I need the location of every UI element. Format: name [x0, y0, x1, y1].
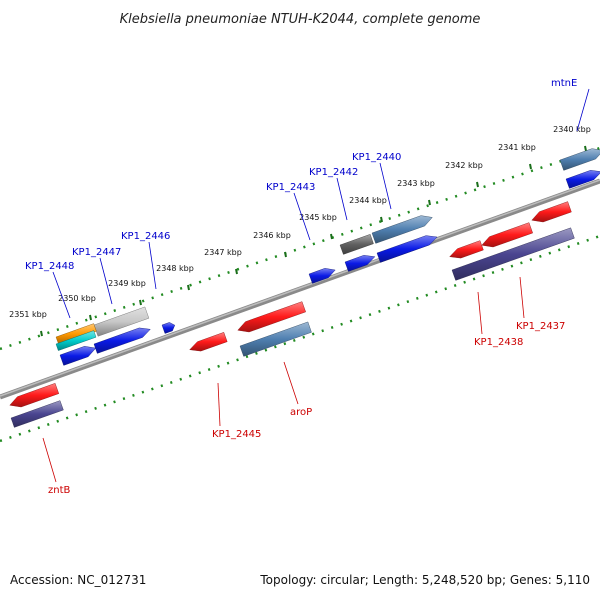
gene-label-mtne[interactable]: mtnE — [551, 78, 577, 89]
leader-line — [379, 162, 392, 210]
gene-label-kp1-2437[interactable]: KP1_2437 — [516, 321, 565, 332]
gene-KP1_2437[interactable] — [449, 240, 484, 259]
gene-zntB[interactable] — [9, 383, 60, 408]
leader-line — [293, 192, 311, 241]
genome-backbone — [0, 178, 600, 400]
kbp-tick-mark — [428, 199, 431, 206]
gene-forward[interactable] — [376, 235, 438, 263]
kbp-tick-label: 2348 kbp — [156, 264, 194, 273]
kbp-tick-label: 2342 kbp — [445, 161, 483, 170]
gene-label-kp1-2443[interactable]: KP1_2443 — [266, 182, 315, 193]
kbp-tick-label: 2341 kbp — [498, 143, 536, 152]
gene-aroP[interactable] — [237, 301, 306, 333]
leader-line — [52, 271, 71, 319]
gene-zntB-purple[interactable] — [10, 400, 64, 428]
gene-label-kp1-2447[interactable]: KP1_2447 — [72, 247, 121, 258]
gene-forward[interactable] — [59, 346, 97, 366]
kbp-tick-label: 2350 kbp — [58, 294, 96, 303]
gene-forward[interactable] — [344, 255, 376, 272]
kbp-tick-mark — [284, 251, 287, 258]
leader-line — [283, 361, 299, 405]
gene-label-kp1-2445[interactable]: KP1_2445 — [212, 429, 261, 440]
leader-line — [217, 382, 221, 427]
gene-label-kp1-2438[interactable]: KP1_2438 — [474, 337, 523, 348]
gene-forward[interactable] — [93, 327, 151, 354]
gene-label-zntb[interactable]: zntB — [48, 485, 71, 496]
leader-line — [576, 88, 590, 132]
genome-backbone-highlight — [0, 179, 600, 397]
gene-KP1_2442[interactable] — [339, 234, 374, 255]
gene-labels: mtnEKP1_2440KP1_2442KP1_2443KP1_2446KP1_… — [25, 78, 590, 496]
gene-aroP-steel[interactable] — [239, 321, 312, 357]
kbp-tick-label: 2343 kbp — [397, 179, 435, 188]
gene-KP1_2445[interactable] — [189, 332, 228, 352]
kbp-tick-mark — [40, 330, 43, 337]
gene-KP1_2443[interactable] — [308, 268, 336, 284]
kbp-tick-label: 2340 kbp — [553, 125, 591, 134]
kbp-tick-label: 2344 kbp — [349, 196, 387, 205]
gene-label-kp1-2442[interactable]: KP1_2442 — [309, 167, 358, 178]
leader-line — [519, 276, 525, 319]
genome-summary: Topology: circular; Length: 5,248,520 bp… — [260, 573, 590, 587]
gene-label-kp1-2446[interactable]: KP1_2446 — [121, 231, 170, 242]
map-title: Klebsiella pneumoniae NTUH-K2044, comple… — [120, 12, 481, 27]
leader-line — [148, 241, 157, 290]
kbp-tick-label: 2347 kbp — [204, 248, 242, 257]
gene-label-kp1-2448[interactable]: KP1_2448 — [25, 261, 74, 272]
kbp-tick-mark — [139, 299, 142, 306]
gene-label-arop[interactable]: aroP — [290, 407, 312, 418]
kbp-tick-label: 2351 kbp — [9, 310, 47, 319]
kbp-tick-label: 2349 kbp — [108, 279, 146, 288]
kbp-tick-mark — [187, 284, 190, 291]
gene-KP1_2446[interactable] — [161, 322, 176, 334]
kbp-tick-mark — [476, 181, 479, 188]
kbp-tick-label: 2346 kbp — [253, 231, 291, 240]
gene-features — [9, 148, 600, 428]
kbp-tick-mark — [89, 314, 92, 321]
accession-label: Accession: NC_012731 — [10, 573, 147, 587]
gene-KP1_2448-cyan[interactable] — [55, 330, 97, 351]
gene-label-kp1-2440[interactable]: KP1_2440 — [352, 152, 401, 163]
gene-KP1_2440[interactable] — [371, 215, 433, 244]
kbp-tick-mark — [380, 216, 383, 223]
gene-KP1_2447[interactable] — [93, 306, 150, 337]
kbp-tick-mark — [529, 163, 532, 170]
leader-line — [336, 177, 348, 221]
kbp-tick-mark — [235, 268, 238, 275]
gene-mtnE[interactable] — [559, 148, 600, 171]
kbp-ticks: 2340 kbp 2341 kbp 2342 kbp 2343 kbp 2344 kbp… — [9, 125, 591, 337]
leader-line — [99, 257, 113, 305]
leader-line — [477, 291, 483, 335]
gene-KP1_2438[interactable] — [451, 227, 575, 281]
kbp-tick-label: 2345 kbp — [299, 213, 337, 222]
kbp-tick-mark — [330, 233, 333, 240]
gene-reverse[interactable] — [531, 201, 572, 223]
gene-reverse[interactable] — [481, 222, 533, 248]
leader-line — [42, 437, 57, 483]
gene-forward[interactable] — [565, 170, 600, 189]
kbp-tick-mark — [584, 145, 587, 152]
